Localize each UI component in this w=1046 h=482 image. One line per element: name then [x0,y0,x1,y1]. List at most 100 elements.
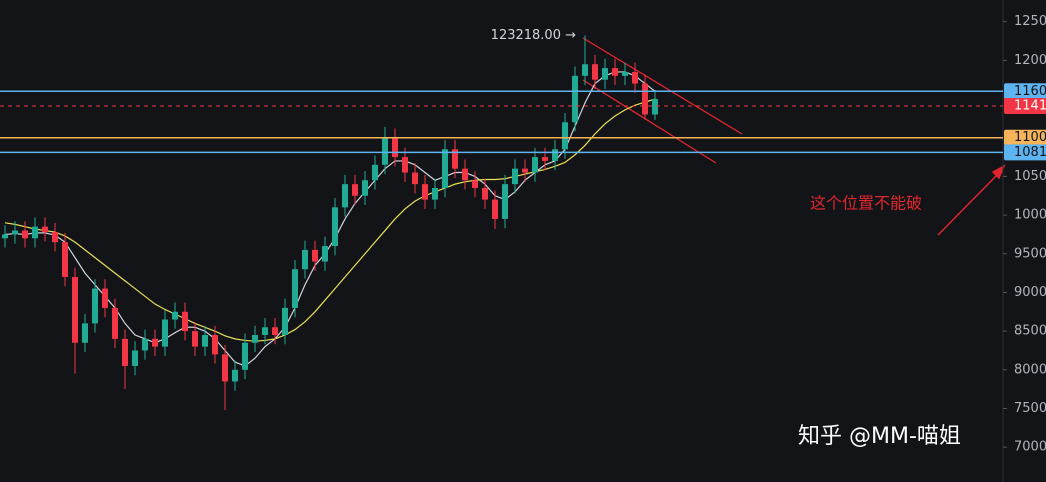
candle [182,302,188,341]
candle-body [492,199,498,219]
candle-body [382,137,388,165]
candle-body [392,137,398,158]
candle [22,221,28,248]
candle-body [222,354,228,382]
candle [322,236,328,271]
y-tick-label: 80000 [1014,362,1046,377]
candle [52,222,58,252]
ma-line [4,71,656,367]
candle [572,66,578,132]
candle [612,58,618,86]
arrow-shaft [937,171,1001,236]
candle-body [572,75,578,123]
candle-body [642,83,648,115]
y-tick-label: 70000 [1014,440,1046,455]
candle [272,317,278,345]
candle [212,325,218,364]
y-tick-label: 85000 [1014,324,1046,339]
candle-body [192,331,198,347]
candle-body [592,64,598,80]
candle [422,174,428,209]
candle [432,178,438,209]
candle [252,325,258,353]
candle-body [292,269,298,308]
candle-body [432,188,438,200]
arrow-head [991,164,1006,180]
candle-body [162,319,168,347]
y-tick-label: 105000 [1014,169,1046,184]
candle-body [62,242,68,277]
candle [42,217,48,242]
candle [482,178,488,209]
price-tag-label: 114100 [1014,98,1046,113]
candle [102,279,108,318]
candle-body [152,338,158,347]
candle-body [532,157,538,173]
candle [512,159,518,194]
candle [452,140,458,178]
candle [262,317,268,345]
y-tick-label: 100000 [1014,208,1046,223]
candle [372,155,378,190]
candle-body [372,164,378,181]
candle [62,232,68,287]
candle [332,198,338,256]
trend-line [582,37,743,135]
candle [392,128,398,167]
candle-body [602,68,608,80]
candle-body [272,327,278,336]
candle-body [322,246,328,262]
candle-body [52,232,58,243]
y-tick-label: 120000 [1014,53,1046,68]
candle [292,259,298,318]
candle [82,314,88,353]
candle [12,221,18,244]
candle [2,225,8,248]
candle-body [302,249,308,270]
candle-body [512,168,518,185]
watermark: 知乎 @MM-喵姐 [798,424,961,449]
candle-body [282,307,288,336]
candle-body [92,288,98,324]
candle-body [232,369,238,382]
candle-body [612,68,618,76]
candle [522,159,528,182]
candle [202,325,208,356]
candle-body [312,249,318,262]
candle [552,140,558,171]
candle-body [352,184,358,196]
candle [232,360,238,391]
candle [92,279,98,333]
trend-line [582,79,717,164]
candle-body [462,168,468,181]
candle-body [172,311,178,320]
candle [192,321,198,356]
candle-body [442,149,448,189]
price-tag [1004,83,1046,100]
candle [152,329,158,356]
candle-body [22,230,28,239]
candle [122,329,128,390]
candle-body [622,71,628,76]
candle [622,62,628,86]
candle [302,240,308,279]
candle-body [122,338,128,366]
candle [142,329,148,360]
candle-body [652,99,658,115]
candle-body [402,157,408,173]
candle-body [562,122,568,150]
candle [382,126,388,175]
candle [222,345,228,411]
candle [162,310,168,356]
candle-body [102,288,108,308]
candle [652,89,658,120]
candle-body [582,64,588,76]
candle-body [142,338,148,351]
candle-body [342,184,348,208]
candle-body [472,180,478,189]
candle [132,341,138,376]
candle [412,163,418,194]
candle [282,298,288,345]
